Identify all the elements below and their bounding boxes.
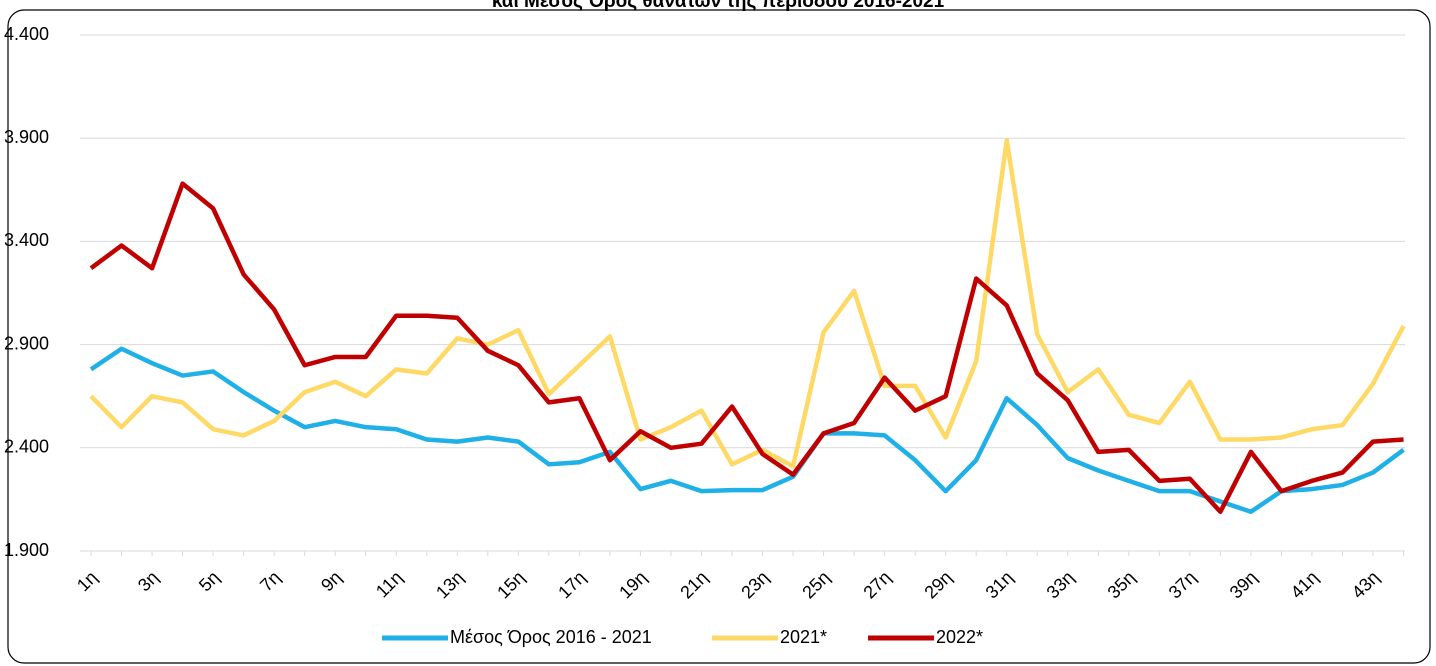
y-tick-label: 4.400 — [4, 24, 49, 44]
series-line — [89, 138, 1406, 469]
y-tick-label: 2.900 — [4, 333, 49, 353]
chart-frame — [7, 9, 1431, 664]
y-tick-label: 3.400 — [4, 230, 49, 250]
y-tick-label: 1.900 — [4, 540, 49, 560]
legend-label: 2021* — [780, 627, 827, 647]
legend-label: Μέσος Όρος 2016 - 2021 — [450, 627, 652, 647]
y-tick-label: 3.900 — [4, 127, 49, 147]
series-line — [89, 181, 1404, 515]
y-tick-label: 2.400 — [4, 437, 49, 457]
series-line — [89, 346, 1405, 515]
legend-label: 2022* — [936, 627, 983, 647]
chart-title: και Μέσος Όρος θανάτων της περιόδου 2016… — [492, 0, 945, 12]
